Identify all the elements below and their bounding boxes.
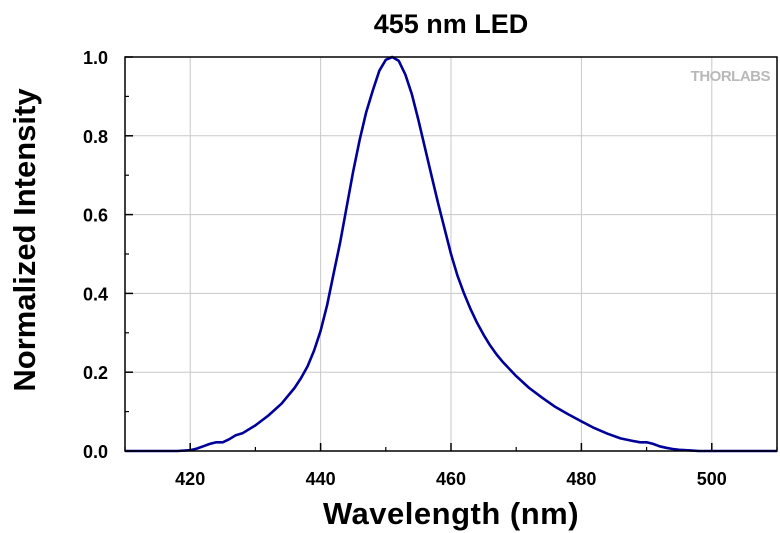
x-tick-labels: 420 440 460 480 500 bbox=[175, 469, 727, 489]
axis-ticks bbox=[124, 56, 778, 452]
x-tick-label: 500 bbox=[697, 469, 727, 489]
x-tick-label: 480 bbox=[566, 469, 596, 489]
y-tick-label: 0.2 bbox=[83, 363, 108, 383]
y-tick-label: 1.0 bbox=[83, 48, 108, 68]
y-axis-label: Normalized Intensity bbox=[7, 88, 42, 392]
y-tick-label: 0.6 bbox=[83, 206, 108, 226]
y-tick-label: 0.4 bbox=[83, 284, 108, 304]
y-tick-labels: 0.0 0.2 0.4 0.6 0.8 1.0 bbox=[83, 48, 108, 462]
x-tick-label: 460 bbox=[436, 469, 466, 489]
x-tick-label: 440 bbox=[306, 469, 336, 489]
x-axis-label: Wavelength (nm) bbox=[323, 496, 579, 531]
chart-title: 455 nm LED bbox=[374, 9, 529, 39]
series-layer bbox=[125, 55, 777, 453]
y-tick-label: 0.8 bbox=[83, 127, 108, 147]
spectrum-line bbox=[125, 55, 777, 453]
thorlabs-logo: THORLABS bbox=[691, 68, 771, 85]
x-tick-label: 420 bbox=[175, 469, 205, 489]
y-tick-label: 0.0 bbox=[83, 442, 108, 462]
